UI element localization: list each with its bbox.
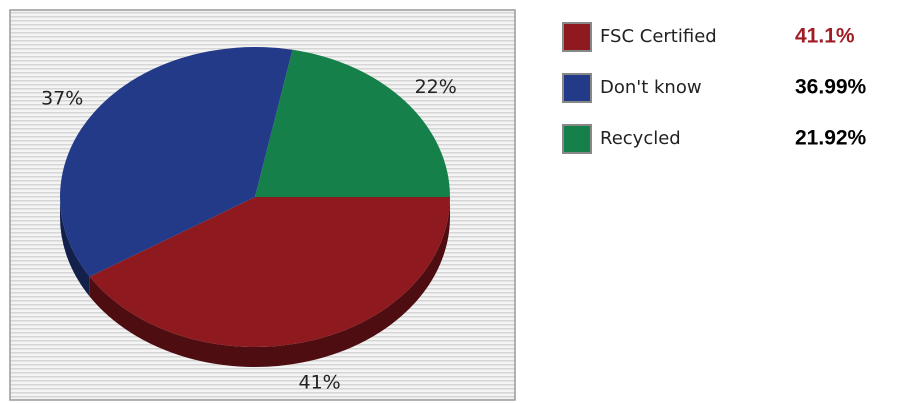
legend-swatch [562,124,592,154]
legend-value: 41.1% [795,25,855,48]
legend-label: FSC Certified [600,26,717,47]
slice [89,197,450,347]
legend-value: 36.99% [795,76,867,99]
slice-label: 37% [41,88,83,110]
legend-label: Recycled [600,128,681,149]
legend-value: 21.92% [795,127,867,150]
slice-label: 41% [298,371,340,393]
legend-label: Don't know [600,77,702,98]
slice [60,46,293,277]
legend-swatch [562,73,592,103]
slice-side [60,197,90,297]
slice-side [89,197,450,367]
legend-swatch [562,22,592,52]
slice-label: 22% [415,76,457,98]
slice [255,49,450,197]
